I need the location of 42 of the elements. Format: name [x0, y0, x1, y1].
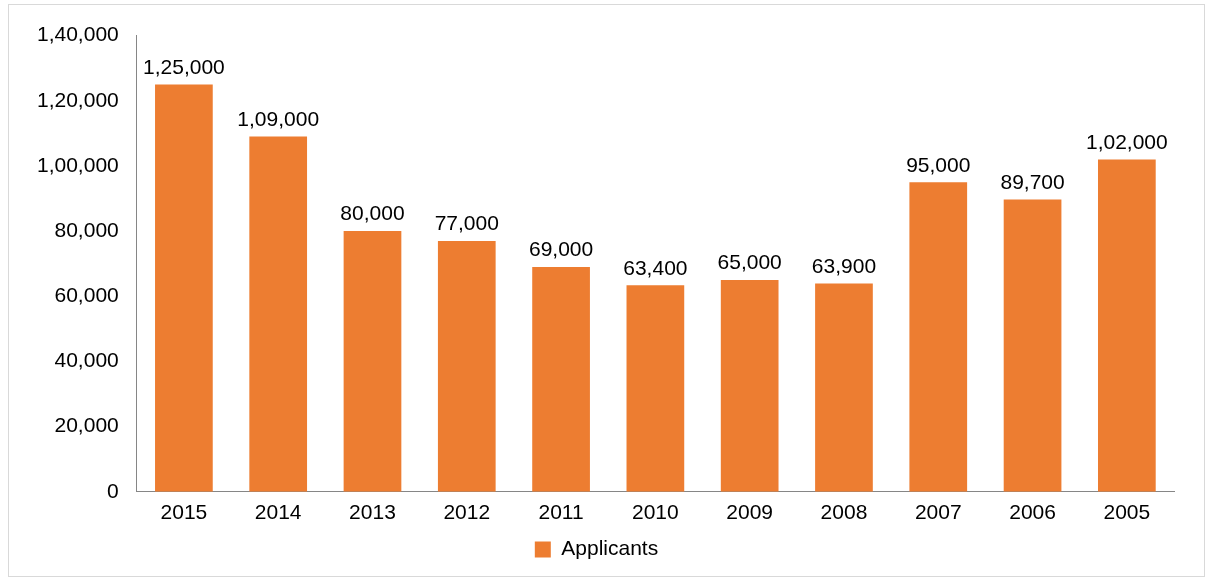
- data-label: 63,900: [811, 253, 877, 277]
- x-tick-label: 2008: [820, 500, 868, 524]
- data-label: 95,000: [906, 152, 971, 176]
- data-label: 80,000: [340, 201, 405, 225]
- bar: [343, 231, 402, 492]
- bar: [532, 266, 590, 492]
- y-tick-label: 40,000: [54, 348, 119, 372]
- bar: [720, 279, 779, 492]
- bar: [249, 136, 308, 492]
- x-tick-label: 2015: [160, 500, 208, 524]
- bar: [437, 240, 496, 492]
- x-tick-label: 2012: [443, 500, 491, 524]
- x-tick-label: 2007: [914, 500, 962, 524]
- y-tick-label: 1,00,000: [36, 152, 119, 176]
- bar: [1003, 199, 1062, 492]
- bar: [1098, 159, 1156, 492]
- y-tick-label: 1,40,000: [36, 22, 119, 46]
- x-tick-label: 2010: [632, 500, 679, 524]
- x-tick-label: 2013: [349, 500, 396, 524]
- data-label: 65,000: [717, 250, 782, 274]
- bar: [909, 182, 968, 492]
- bar: [815, 283, 873, 492]
- data-label: 77,000: [434, 211, 499, 235]
- y-tick-label: 60,000: [54, 283, 119, 307]
- data-label: 89,700: [1000, 169, 1065, 193]
- x-tick-label: 2006: [1009, 500, 1056, 524]
- x-tick-label: 2005: [1103, 500, 1151, 524]
- y-tick-label: 80,000: [54, 217, 119, 241]
- y-tick-label: 1,20,000: [36, 87, 119, 111]
- legend-label: Applicants: [561, 536, 659, 560]
- bar: [626, 285, 685, 492]
- y-tick-label: 0: [107, 478, 119, 502]
- x-tick-label: 2014: [254, 500, 302, 524]
- data-label: 69,000: [528, 237, 594, 261]
- data-label: 63,400: [623, 255, 688, 279]
- data-label: 1,25,000: [143, 54, 225, 78]
- y-tick-label: 20,000: [54, 413, 119, 437]
- data-label: 1,09,000: [237, 106, 320, 130]
- x-tick-label: 2009: [726, 500, 774, 524]
- data-label: 1,02,000: [1085, 129, 1168, 153]
- x-tick-label: 2011: [538, 500, 584, 524]
- bar: [155, 84, 213, 492]
